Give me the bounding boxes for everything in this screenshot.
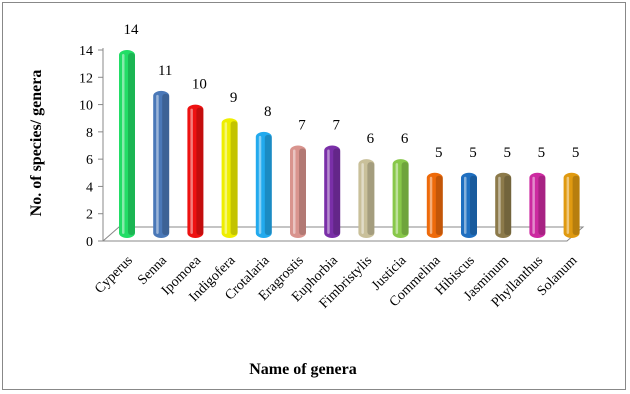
bar-crotalaria bbox=[255, 131, 272, 238]
bar-highlight bbox=[361, 163, 364, 234]
bar-shade bbox=[128, 53, 135, 235]
data-label: 10 bbox=[192, 77, 207, 93]
bar-shade bbox=[470, 175, 477, 235]
data-label: 11 bbox=[158, 63, 172, 79]
bar-highlight bbox=[464, 176, 467, 234]
bar-highlight bbox=[190, 108, 193, 234]
bar-justicia bbox=[392, 159, 409, 238]
bar-body bbox=[221, 118, 238, 238]
bar-commelina bbox=[426, 172, 443, 238]
bar-cyperus bbox=[119, 50, 135, 238]
bar-body bbox=[495, 172, 512, 238]
y-tick-label: 8 bbox=[86, 126, 93, 141]
bar-body bbox=[119, 50, 135, 238]
data-label: 6 bbox=[401, 131, 409, 147]
bar-shade bbox=[162, 93, 170, 235]
data-label: 5 bbox=[469, 145, 477, 161]
data-label: 9 bbox=[230, 90, 238, 106]
bars bbox=[119, 50, 580, 238]
bar-body bbox=[324, 145, 341, 238]
bar-body bbox=[358, 159, 375, 238]
bar-shade bbox=[435, 175, 443, 235]
data-label: 5 bbox=[435, 145, 443, 161]
bar-phyllanthus bbox=[529, 172, 546, 238]
bar-highlight bbox=[156, 94, 159, 234]
bar-body bbox=[392, 159, 409, 238]
bar-body bbox=[255, 131, 272, 238]
bar-body bbox=[290, 145, 306, 238]
data-label: 7 bbox=[332, 118, 340, 134]
bar-highlight bbox=[532, 176, 535, 234]
bar-highlight bbox=[498, 176, 501, 234]
bar-senna bbox=[153, 90, 170, 238]
bar-highlight bbox=[566, 176, 570, 234]
bar-shade bbox=[333, 148, 341, 235]
x-tick-label: Cyperus bbox=[92, 253, 136, 297]
bar-highlight bbox=[122, 54, 125, 234]
bar-shade bbox=[538, 175, 546, 235]
bar-body bbox=[153, 90, 170, 238]
bar-eragrostis bbox=[290, 145, 306, 238]
bar-highlight bbox=[429, 176, 433, 234]
y-axis-title: No. of species/ genera bbox=[28, 70, 45, 217]
y-tick-label: 4 bbox=[86, 180, 93, 195]
bar-hibiscus bbox=[461, 172, 477, 238]
data-label: 14 bbox=[124, 22, 140, 38]
bar-ipomoea bbox=[187, 104, 204, 238]
data-label: 6 bbox=[367, 131, 375, 147]
y-tick-label: 6 bbox=[86, 153, 93, 168]
bar-body bbox=[426, 172, 443, 238]
bar-shade bbox=[572, 175, 580, 235]
bar-body bbox=[187, 104, 204, 238]
bar-highlight bbox=[224, 122, 228, 234]
bar-highlight bbox=[395, 163, 399, 234]
chart-frame: 0 2 4 6 8 10 12 14 14 Cyperus 11 Senna 10 Ipomoea 9 Ind… bbox=[2, 2, 626, 390]
bar-shade bbox=[264, 134, 272, 235]
bar-shade bbox=[367, 162, 375, 235]
data-label: 5 bbox=[538, 145, 546, 161]
bar-shade bbox=[196, 107, 204, 235]
y-tick-label: 0 bbox=[86, 235, 93, 250]
bar-shade bbox=[504, 175, 512, 235]
x-axis-title: Name of genera bbox=[249, 361, 357, 378]
data-label: 8 bbox=[264, 104, 272, 120]
data-label: 7 bbox=[298, 118, 306, 134]
data-label: 5 bbox=[503, 145, 511, 161]
bar-body bbox=[563, 172, 580, 238]
bar-euphorbia bbox=[324, 145, 341, 238]
y-tick-label: 14 bbox=[79, 44, 93, 59]
bar-chart: 0246810121414Cyperus11Senna10Ipomoea9Ind… bbox=[28, 22, 585, 378]
bar-shade bbox=[230, 121, 238, 235]
bar-solanum bbox=[563, 172, 580, 238]
bar-shade bbox=[299, 148, 306, 235]
bar-highlight bbox=[258, 135, 262, 234]
y-tick-label: 10 bbox=[79, 99, 93, 114]
bar-jasminum bbox=[495, 172, 512, 238]
y-tick-label: 2 bbox=[86, 208, 93, 223]
bar-body bbox=[529, 172, 546, 238]
y-tick-label: 12 bbox=[79, 71, 93, 86]
bar-highlight bbox=[293, 149, 296, 234]
bar-shade bbox=[401, 162, 409, 235]
bar-indigofera bbox=[221, 118, 238, 238]
bar-fimbristylis bbox=[358, 159, 375, 238]
bar-body bbox=[461, 172, 477, 238]
data-label: 5 bbox=[572, 145, 580, 161]
bar-highlight bbox=[327, 149, 330, 234]
